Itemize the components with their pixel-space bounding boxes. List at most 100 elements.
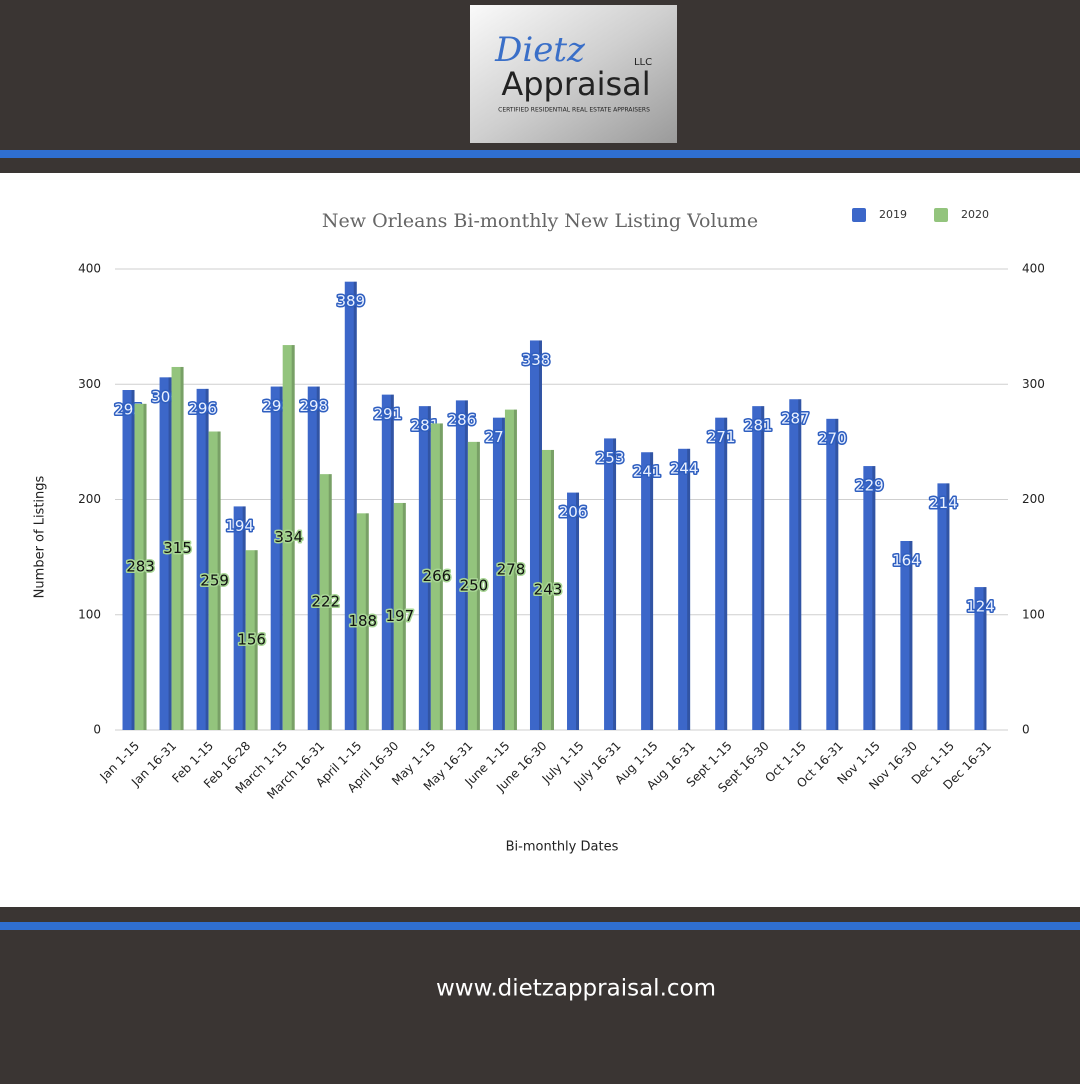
bar xyxy=(504,409,517,730)
bar-shade xyxy=(217,431,221,730)
bar-shade xyxy=(476,441,480,730)
y-axis-title: Number of Listings xyxy=(33,475,48,598)
bar-shade xyxy=(402,502,406,730)
logo-suffix: LLC xyxy=(634,57,652,68)
value-label: 315 xyxy=(163,539,192,557)
value-label: 188 xyxy=(348,612,377,630)
value-label: 286 xyxy=(448,411,477,429)
bar xyxy=(529,340,542,730)
bar-shade xyxy=(242,506,246,730)
bar xyxy=(344,281,357,730)
value-label: 334 xyxy=(274,528,303,546)
stripe xyxy=(0,922,1080,930)
legend-label: 2020 xyxy=(961,208,989,221)
value-label: 164 xyxy=(892,551,921,569)
value-label: 197 xyxy=(385,607,414,625)
bar-shade xyxy=(464,400,468,730)
bar-shade xyxy=(650,452,654,730)
logo-name: Appraisal xyxy=(501,65,650,103)
bar xyxy=(393,502,406,730)
bar-shade xyxy=(724,417,728,730)
bar xyxy=(604,438,617,730)
bar xyxy=(196,388,209,730)
stripe xyxy=(0,150,1080,158)
value-label: 270 xyxy=(818,429,847,447)
legend-label: 2019 xyxy=(879,208,907,221)
logo-box xyxy=(470,5,677,143)
bar-shade xyxy=(687,448,691,730)
value-label: 271 xyxy=(707,428,736,446)
y2-tick-label: 400 xyxy=(1022,262,1045,276)
bar xyxy=(245,550,258,730)
value-label: 296 xyxy=(188,399,217,417)
bar xyxy=(418,406,431,730)
bar-shade xyxy=(180,366,184,730)
value-label: 194 xyxy=(225,517,254,535)
bar-shade xyxy=(576,492,580,730)
y-tick-label: 200 xyxy=(78,492,101,506)
bar xyxy=(319,474,332,730)
value-label: 259 xyxy=(200,571,229,589)
bar-shade xyxy=(946,483,950,730)
y2-tick-label: 0 xyxy=(1022,723,1030,737)
value-label: 124 xyxy=(966,598,995,616)
bar xyxy=(159,377,172,730)
value-label: 214 xyxy=(929,494,958,512)
value-label: 241 xyxy=(633,463,662,481)
bar-shade xyxy=(798,399,802,730)
value-label: 283 xyxy=(126,557,155,575)
bar xyxy=(307,386,320,730)
y-tick-label: 300 xyxy=(78,377,101,391)
logo-tagline: CERTIFIED RESIDENTIAL REAL ESTATE APPRAI… xyxy=(498,107,650,114)
y2-tick-label: 200 xyxy=(1022,492,1045,506)
bar xyxy=(715,417,728,730)
bar xyxy=(270,386,283,730)
bar xyxy=(752,406,765,730)
bar-shade xyxy=(328,474,332,730)
value-label: 287 xyxy=(781,410,810,428)
bar xyxy=(282,345,295,730)
bar xyxy=(678,448,691,730)
value-label: 281 xyxy=(744,417,773,435)
bar-shade xyxy=(279,386,283,730)
bar-shade xyxy=(513,409,517,730)
x-axis-title: Bi-monthly Dates xyxy=(506,840,619,855)
value-label: 222 xyxy=(311,593,340,611)
footer-url: www.dietzappraisal.com xyxy=(436,976,716,1002)
value-label: 244 xyxy=(670,459,699,477)
bar xyxy=(171,366,184,730)
bar xyxy=(974,587,987,730)
value-label: 278 xyxy=(497,560,526,578)
y-tick-label: 0 xyxy=(93,723,101,737)
bar-shade xyxy=(439,423,443,730)
bar xyxy=(863,466,876,730)
y-tick-label: 100 xyxy=(78,607,101,621)
bar-shade xyxy=(909,540,913,730)
bar xyxy=(492,417,505,730)
value-label: 298 xyxy=(299,397,328,415)
bar-shade xyxy=(353,281,357,730)
bar xyxy=(567,492,580,730)
bar xyxy=(134,403,147,730)
bar xyxy=(122,390,135,730)
bar xyxy=(541,449,554,730)
bar-shade xyxy=(427,406,431,730)
bar xyxy=(233,506,246,730)
chart-title: New Orleans Bi-monthly New Listing Volum… xyxy=(322,210,758,232)
bar xyxy=(455,400,468,730)
value-label: 291 xyxy=(373,405,402,423)
bar xyxy=(641,452,654,730)
bar-shade xyxy=(205,388,209,730)
bar xyxy=(937,483,950,730)
bar-shade xyxy=(501,417,505,730)
y-tick-label: 400 xyxy=(78,262,101,276)
bar-shade xyxy=(550,449,554,730)
bar xyxy=(789,399,802,730)
value-label: 206 xyxy=(559,503,588,521)
bar-shade xyxy=(538,340,542,730)
bar xyxy=(826,418,839,730)
legend-swatch xyxy=(934,208,948,222)
value-label: 338 xyxy=(522,351,551,369)
